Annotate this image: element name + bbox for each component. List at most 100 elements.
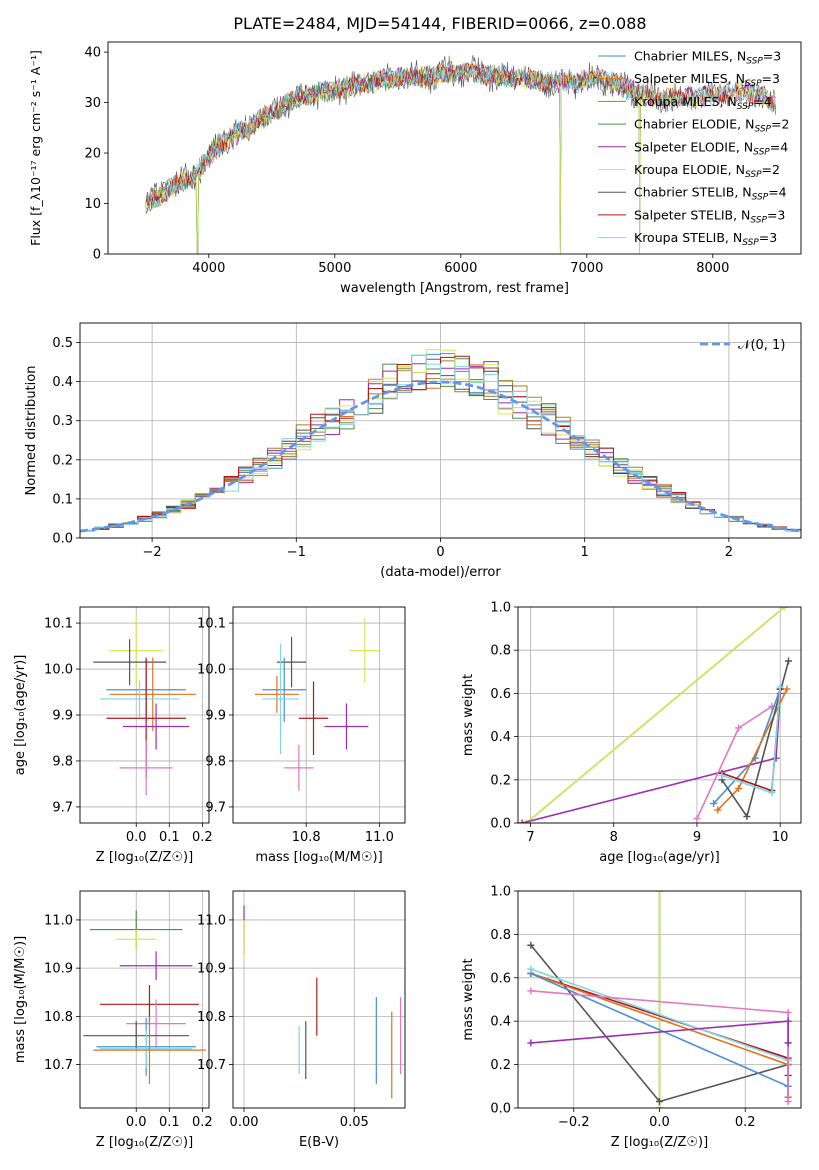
weight-marker xyxy=(735,724,743,732)
y-tick-label: 10.0 xyxy=(197,663,226,678)
x-tick-label: 8000 xyxy=(696,261,729,276)
y-tick-label: 0.4 xyxy=(490,730,511,745)
x-axis-label: (data-model)/error xyxy=(380,565,501,580)
x-tick-label: 7 xyxy=(526,830,534,845)
y-tick-label: 10.8 xyxy=(197,1010,226,1025)
axes-frame xyxy=(517,606,802,824)
legend-nssp: =2 xyxy=(762,162,780,177)
weight-marker xyxy=(518,819,526,823)
y-tick-label: 10.1 xyxy=(197,617,226,632)
y-tick-label: 0.0 xyxy=(490,817,511,832)
legend-nssp: =4 xyxy=(770,139,788,154)
y-tick-label: 0.2 xyxy=(490,773,511,788)
x-tick-label: −1 xyxy=(287,545,306,560)
y-tick-label: 0 xyxy=(93,248,101,263)
spectrum-panel: 4000 5000 6000 7000 8000 0 10 20 30 40 wavelength … xyxy=(28,41,802,296)
y-tick-label: 0.2 xyxy=(490,1058,511,1073)
legend-nssp: =3 xyxy=(759,230,777,245)
z_vs_weight-panel: −0.2 0.0 0.2 0.0 0.2 0.4 0.6 0.8 1.0 Z [log₁₀(Z/Z… xyxy=(461,885,802,1150)
x-tick-label: 0.2 xyxy=(735,1115,756,1130)
y-tick-label: 0.0 xyxy=(490,1102,511,1117)
ebv_vs_mass-panel: 0.00 0.05 10.7 10.8 10.9 11.0 E(B-V) xyxy=(197,890,406,1150)
axes-frame xyxy=(79,606,210,824)
spectrum-line xyxy=(145,61,640,254)
x-tick-label: 8 xyxy=(610,830,618,845)
y-tick-label: 0.4 xyxy=(52,375,73,390)
x-tick-label: 10 xyxy=(772,830,789,845)
legend-entry: Chabrier MILES, NSSP=3 xyxy=(634,49,781,67)
x-tick-label: 0.0 xyxy=(126,1115,147,1130)
weight-marker xyxy=(784,1009,792,1017)
legend-nssp: =3 xyxy=(762,71,780,86)
spectrum-line xyxy=(145,61,776,209)
y-axis-label: mass [log₁₀(M/M☉)] xyxy=(13,936,28,1063)
weight-series xyxy=(721,660,790,819)
legend-subscript: SSP xyxy=(742,238,759,248)
y-tick-label: 1.0 xyxy=(490,601,511,616)
x-axis-label: Z [log₁₀(Z/Z☉)] xyxy=(96,1135,193,1150)
y-tick-label: 10.9 xyxy=(44,962,73,977)
y-tick-label: 40 xyxy=(84,46,101,61)
y-tick-label: 10.1 xyxy=(44,617,73,632)
x-tick-label: 10.8 xyxy=(292,830,321,845)
weight-series xyxy=(522,693,781,823)
y-tick-label: 0.4 xyxy=(490,1015,511,1030)
legend-nssp: =4 xyxy=(768,185,786,200)
y-tick-label: 0.6 xyxy=(490,687,511,702)
y-tick-label: 9.8 xyxy=(52,754,73,769)
axes-frame xyxy=(232,890,406,1109)
y-tick-label: 10.8 xyxy=(44,1010,73,1025)
x-axis-label: wavelength [Angstrom, rest frame] xyxy=(340,281,569,296)
legend-entry: 𝒩(0, 1) xyxy=(738,338,785,353)
x-axis-label: age [log₁₀(age/yr)] xyxy=(599,850,720,865)
x-axis-label: E(B-V) xyxy=(299,1135,339,1150)
x-tick-label: 7000 xyxy=(570,261,603,276)
z_vs_age-panel: 0.0 0.1 0.2 9.7 9.8 9.9 10.0 10.1 Z [log₁₀(Z/Z☉)… xyxy=(13,606,213,865)
y-tick-label: 0.8 xyxy=(490,644,511,659)
residuals-panel: −2 −1 0 1 2 0.0 0.1 0.2 0.3 0.4 0.5 (data-model)/er… xyxy=(24,322,802,580)
legend-entry: Chabrier STELIB, NSSP=4 xyxy=(634,185,787,203)
weight-marker xyxy=(718,771,726,779)
weight-marker xyxy=(714,806,722,814)
legend-entry: Kroupa ELODIE, NSSP=2 xyxy=(634,162,780,180)
y-tick-label: 30 xyxy=(84,96,101,111)
spectrum-line xyxy=(145,62,640,254)
x-tick-label: 0.05 xyxy=(340,1115,369,1130)
age_vs_weight-panel: 7 8 9 10 0.0 0.2 0.4 0.6 0.8 1.0 age [log₁₀(age/yr… xyxy=(461,601,802,865)
y-axis-label: mass weight xyxy=(461,674,476,756)
weight-marker xyxy=(784,1017,792,1025)
weight-marker xyxy=(527,987,535,995)
y-tick-label: 10.9 xyxy=(197,962,226,977)
weight-marker xyxy=(784,1097,792,1105)
legend-subscript: SSP xyxy=(745,170,762,180)
x-tick-label: −2 xyxy=(143,545,162,560)
y-tick-label: 0.8 xyxy=(490,928,511,943)
weight-series xyxy=(530,968,789,1062)
y-tick-label: 0.5 xyxy=(52,336,73,351)
legend-entry: Kroupa STELIB, NSSP=3 xyxy=(634,230,777,248)
weight-marker xyxy=(783,685,791,693)
x-tick-label: 2 xyxy=(725,545,733,560)
y-tick-label: 0.6 xyxy=(490,971,511,986)
legend-subscript: SSP xyxy=(745,79,762,89)
legend-subscript: SSP xyxy=(752,193,769,203)
legend-subscript: SSP xyxy=(754,125,771,135)
weight-marker xyxy=(527,941,535,949)
x-axis-label: mass [log₁₀(M/M☉)] xyxy=(255,850,382,865)
weight-marker xyxy=(522,819,530,823)
y-tick-label: 11.0 xyxy=(44,913,73,928)
weight-marker xyxy=(780,607,788,611)
y-axis-label: Flux [f_λ10⁻¹⁷ erg cm⁻² s⁻¹ A⁻¹] xyxy=(28,50,43,246)
y-tick-label: 10 xyxy=(84,197,101,212)
y-tick-label: 20 xyxy=(84,147,101,162)
legend-entry: Salpeter STELIB, NSSP=3 xyxy=(634,207,785,225)
x-axis-label: Z [log₁₀(Z/Z☉)] xyxy=(96,850,193,865)
y-axis-label: age [log₁₀(age/yr)] xyxy=(13,655,28,776)
legend-subscript: SSP xyxy=(737,102,754,112)
y-tick-label: 11.0 xyxy=(197,913,226,928)
y-tick-label: 1.0 xyxy=(490,885,511,900)
figure-title: PLATE=2484, MJD=54144, FIBERID=0066, z=0… xyxy=(233,14,646,33)
weight-marker xyxy=(710,800,718,808)
legend-subscript: SSP xyxy=(750,215,767,225)
